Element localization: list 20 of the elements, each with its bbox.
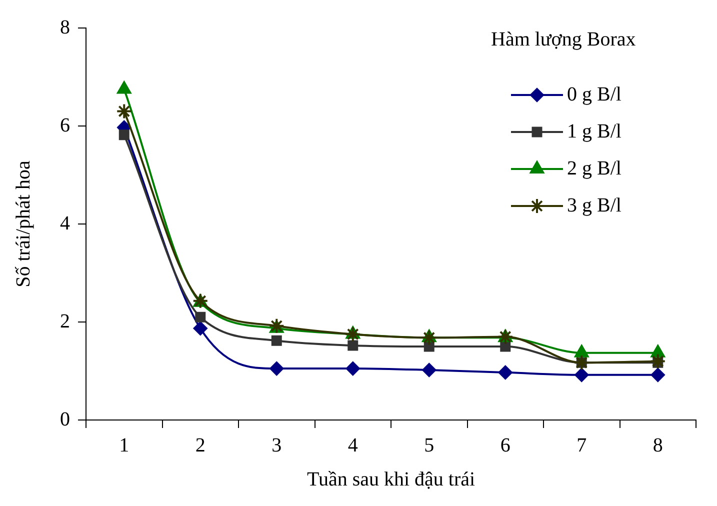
x-tick-label: 8	[652, 434, 663, 456]
x-tick-label: 3	[272, 434, 282, 456]
x-tick-label: 1	[119, 434, 130, 456]
legend-title: Hàm lượng Borax	[491, 28, 636, 50]
y-tick-label: 4	[60, 212, 70, 234]
x-axis-title: Tuần sau khi đậu trái	[306, 468, 476, 490]
y-tick-label: 0	[60, 408, 70, 430]
legend-label: 2 g B/l	[567, 157, 622, 180]
x-tick-label: 7	[576, 434, 587, 456]
x-tick-label: 5	[424, 434, 434, 456]
y-tick-label: 8	[60, 16, 70, 38]
y-tick-label: 2	[60, 310, 70, 332]
legend-label: 3 g B/l	[567, 194, 622, 216]
x-tick-label: 4	[348, 434, 358, 456]
y-tick-label: 6	[60, 114, 70, 136]
y-axis-title: Số trái/phát hoa	[12, 160, 34, 288]
x-tick-label: 6	[500, 434, 510, 456]
legend-label: 0 g B/l	[567, 83, 622, 106]
legend-label: 1 g B/l	[567, 120, 622, 142]
x-tick-label: 2	[195, 434, 206, 456]
